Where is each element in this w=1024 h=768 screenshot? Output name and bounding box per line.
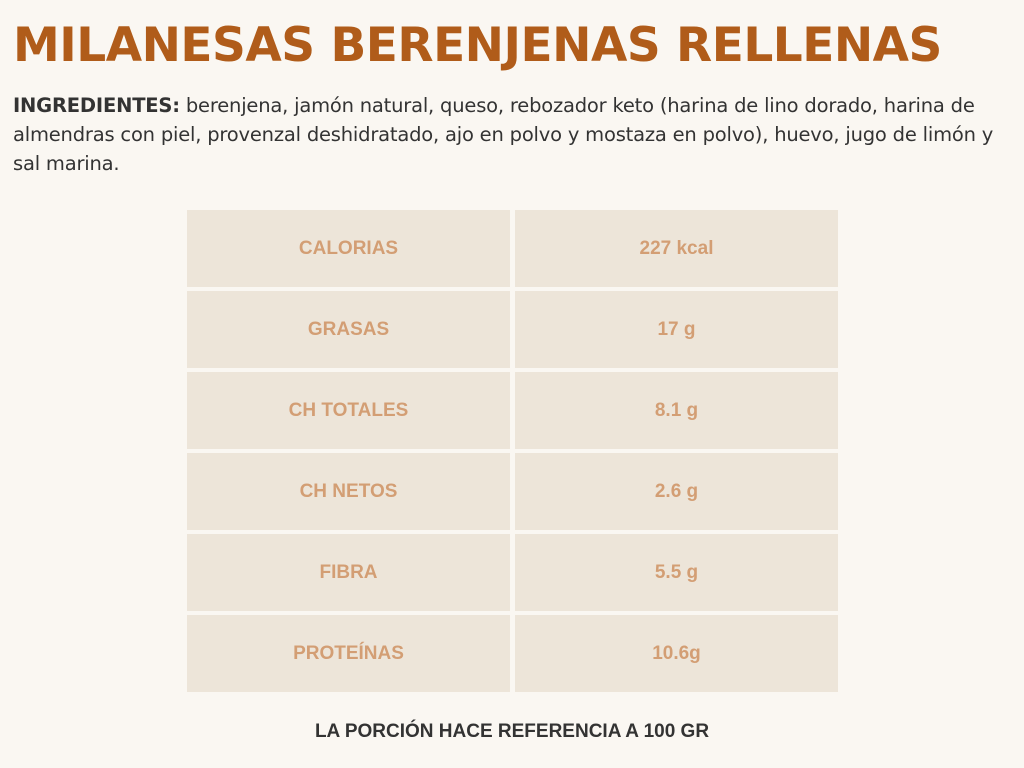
nutrient-value: 10.6g	[515, 615, 838, 692]
nutrient-value: 227 kcal	[515, 210, 838, 287]
nutrition-table: CALORIAS 227 kcal GRASAS 17 g CH TOTALES…	[187, 210, 838, 692]
ingredients-text: INGREDIENTES: berenjena, jamón natural, …	[13, 91, 1013, 178]
page-title: MILANESAS BERENJENAS RELLENAS	[13, 18, 942, 73]
nutrient-label: CH TOTALES	[187, 372, 510, 449]
ingredients-list: berenjena, jamón natural, queso, rebozad…	[13, 94, 994, 175]
nutrient-label: CH NETOS	[187, 453, 510, 530]
nutrient-value: 2.6 g	[515, 453, 838, 530]
nutrient-value: 8.1 g	[515, 372, 838, 449]
nutrient-label: FIBRA	[187, 534, 510, 611]
nutrient-value: 17 g	[515, 291, 838, 368]
nutrient-label: PROTEÍNAS	[187, 615, 510, 692]
nutrient-value: 5.5 g	[515, 534, 838, 611]
portion-note: LA PORCIÓN HACE REFERENCIA A 100 GR	[314, 721, 710, 742]
ingredients-label: INGREDIENTES:	[13, 94, 180, 117]
nutrient-label: GRASAS	[187, 291, 510, 368]
nutrient-label: CALORIAS	[187, 210, 510, 287]
